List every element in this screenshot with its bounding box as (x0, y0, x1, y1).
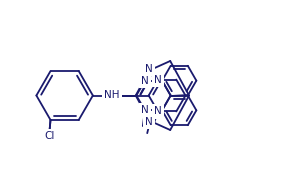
Text: N: N (154, 106, 162, 117)
Text: Cl: Cl (44, 131, 55, 141)
Text: Cl: Cl (44, 131, 55, 141)
Text: NH: NH (104, 91, 120, 100)
Text: N: N (154, 74, 162, 85)
Text: N: N (141, 76, 149, 86)
Text: N: N (141, 105, 149, 115)
Text: NH: NH (104, 91, 120, 100)
Text: N: N (145, 117, 153, 127)
Text: N: N (145, 64, 153, 74)
